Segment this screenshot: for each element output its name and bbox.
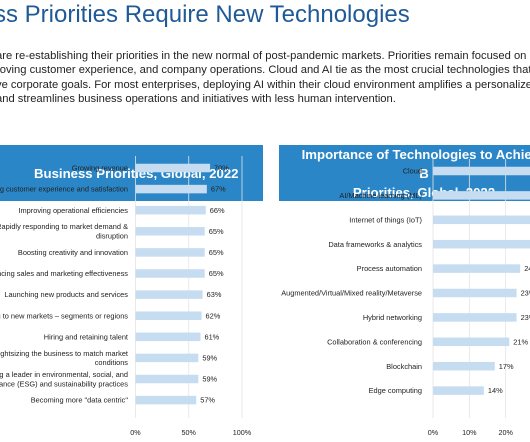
category-label: Becoming more "data centric"	[31, 396, 129, 405]
category-label: ancing sales and marketing effectiveness	[0, 269, 128, 278]
bar	[135, 269, 205, 278]
bar	[135, 184, 207, 194]
category-label: ng to new markets – segments or regions	[0, 311, 128, 320]
bar	[135, 227, 205, 236]
data-label: 62%	[206, 311, 221, 320]
category-label: Augmented/Virtual/Mixed reality/Metavers…	[281, 289, 422, 298]
bar	[433, 191, 530, 200]
bar	[135, 163, 211, 173]
data-label: 70%	[214, 164, 229, 173]
bar	[135, 332, 201, 342]
data-label: 59%	[202, 354, 217, 363]
bar	[433, 337, 510, 347]
bar	[135, 205, 206, 215]
category-label: Rightsizing the business to match market	[0, 349, 128, 358]
data-label: 66%	[210, 206, 225, 215]
intro-line: are re-establishing their priorities in …	[0, 50, 530, 62]
category-label: AI/Machine learning (ML)	[339, 191, 422, 200]
bar	[433, 361, 495, 371]
data-label: 65%	[209, 269, 224, 278]
category-label: Cloud	[403, 167, 422, 176]
intro-line: and streamlines business operations and …	[0, 93, 396, 106]
data-label: 24	[524, 264, 530, 273]
data-label: 65%	[209, 248, 224, 257]
category-label: Blockchain	[386, 362, 422, 371]
category-label: Internet of things (IoT)	[349, 215, 422, 224]
bar	[433, 166, 530, 176]
bar	[135, 248, 205, 257]
category-label: ing customer experience and satisfaction	[0, 185, 128, 194]
category-label: Growing revenue	[72, 164, 128, 173]
x-tick-label: 10%	[462, 428, 477, 437]
bar	[433, 264, 521, 273]
category-label: Collaboration & conferencing	[327, 337, 422, 346]
bar	[433, 239, 530, 249]
category-label: Rapidly responding to market demand &	[0, 222, 128, 231]
bar	[135, 374, 199, 384]
bar	[135, 311, 202, 320]
category-label: Launching new products and services	[4, 290, 128, 299]
data-label: 57%	[200, 396, 215, 405]
data-label: 23%	[521, 313, 530, 322]
category-label: Boosting creativity and innovation	[18, 248, 128, 257]
bar	[135, 290, 203, 299]
category-label: Hybrid networking	[363, 313, 422, 322]
bar	[433, 313, 517, 322]
data-label: 21%	[513, 337, 528, 346]
page-title: ss Priorities Require New Technologies	[0, 1, 410, 28]
bar	[433, 288, 517, 298]
category-label: disruption	[96, 232, 128, 241]
bar	[135, 395, 197, 405]
data-label: 63%	[207, 290, 222, 299]
category-label: nance (ESG) and sustainability practices	[0, 379, 128, 388]
data-label: 17%	[499, 362, 514, 371]
intro-paragraph: are re-establishing their priorities in …	[0, 49, 530, 107]
data-label: 23%	[521, 289, 530, 298]
bar	[433, 215, 530, 225]
x-tick-label: 0%	[130, 428, 141, 437]
x-tick-label: 50%	[182, 428, 197, 437]
category-label: Improving operational efficiencies	[18, 206, 128, 215]
intro-line: roving customer experience, and company …	[0, 64, 530, 77]
category-label: Process automation	[357, 264, 422, 273]
data-label: 67%	[211, 185, 226, 194]
data-label: 65%	[209, 227, 224, 236]
category-label: g a leader in environmental, social, and	[0, 370, 128, 379]
right-chart-title-line: Importance of Technologies to Achieve B	[301, 146, 530, 181]
bar	[135, 353, 199, 363]
category-label: Hiring and retaining talent	[44, 332, 128, 341]
category-label: conditions	[95, 358, 129, 367]
intro-line: ve corporate goals. For most enterprises…	[0, 78, 530, 91]
x-tick-label: 0%	[428, 428, 439, 437]
data-label: 59%	[202, 375, 217, 384]
bar	[433, 386, 484, 395]
x-tick-label: 20%	[498, 428, 513, 437]
x-tick-label: 100%	[233, 428, 252, 437]
data-label: 14%	[488, 386, 503, 395]
category-label: Edge computing	[369, 386, 422, 395]
category-label: Data frameworks & analytics	[328, 240, 422, 249]
data-label: 61%	[204, 332, 219, 341]
